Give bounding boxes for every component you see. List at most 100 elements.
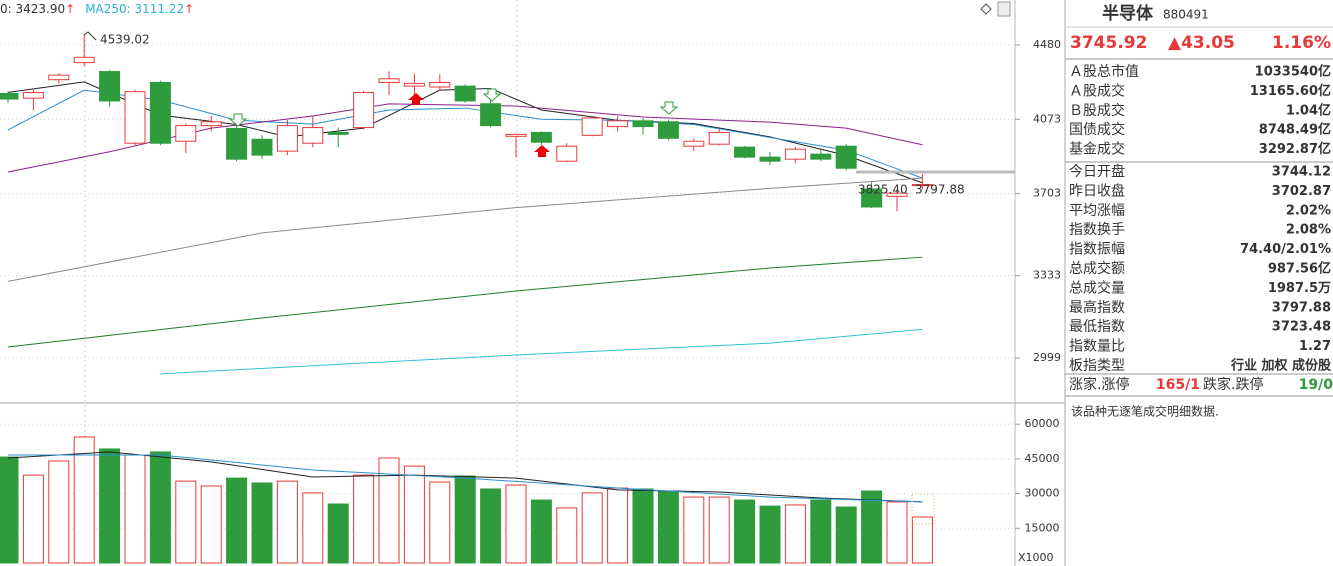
row-value: 3702.87 (1272, 184, 1331, 199)
volume-bar (657, 490, 679, 564)
volume-bar (200, 485, 222, 564)
y-tick-label: 45000 (1025, 452, 1060, 465)
annotation: 3797.88 (915, 183, 965, 197)
volume-bar (632, 488, 654, 564)
candle-body (835, 145, 857, 169)
volume-bar (683, 496, 705, 564)
axes: 2999 3333 3703 4073 4480 15000 30000 45000 60000 (1015, 38, 1061, 534)
signal-marker (482, 88, 502, 102)
change: ▲43.05 (1168, 33, 1235, 53)
row-value: 1.04亿 (1286, 102, 1331, 118)
breadth-value: 19/0 (1299, 377, 1333, 393)
annotation-pointer (83, 31, 97, 41)
volume-bar (73, 436, 95, 564)
volume-bar (403, 465, 425, 564)
volume-bar (530, 499, 552, 564)
volume-bar (759, 505, 781, 564)
candle-body (124, 91, 146, 144)
volume-bar (99, 448, 121, 564)
row-value: 8748.49亿 (1259, 122, 1331, 138)
y-tick-label: 3333 (1033, 269, 1061, 282)
legend-arrow: ↑ (65, 2, 75, 16)
volume-unit: X1000 (1018, 551, 1054, 564)
candle-body (480, 103, 502, 127)
volume-bar (226, 477, 248, 564)
candle-body (302, 127, 324, 144)
annotation: 3825.40 (858, 183, 908, 197)
volume-bar (0, 456, 19, 564)
row-label: 总成交额 (1069, 260, 1125, 277)
volume-bar (861, 490, 883, 564)
row-value: 2.02% (1286, 203, 1331, 218)
signal-marker (408, 93, 424, 105)
legend-text: MA250: 3111.22 (85, 2, 184, 16)
candle-body (327, 131, 349, 135)
volume-bar (835, 506, 857, 564)
ma-legend: 0: 3423.90↑ MA250: 3111.22↑ (0, 2, 194, 16)
row-label: 今日开盘 (1069, 163, 1125, 180)
volume-pane (0, 423, 1015, 564)
signal-marker (534, 145, 550, 157)
row-label: 国债成交 (1069, 121, 1125, 138)
candle-body (0, 92, 19, 100)
scroll-icon[interactable] (997, 1, 1011, 17)
volume-bar (734, 499, 756, 564)
candle-body (73, 56, 95, 64)
candle-body (556, 145, 578, 162)
candle-body (581, 117, 603, 136)
candle-body (632, 120, 654, 128)
moving-average (7, 177, 923, 282)
y-tick-label: 60000 (1025, 417, 1060, 430)
candle-body (429, 81, 451, 88)
row-value: 行业 加权 成份股 (1230, 358, 1331, 374)
volume-bar (607, 487, 629, 564)
candle-body (149, 81, 171, 144)
y-tick-label: 30000 (1025, 487, 1060, 500)
y-tick-label: 4073 (1033, 112, 1061, 125)
candle-body (530, 131, 552, 143)
y-tick-label: 15000 (1025, 521, 1060, 534)
volume-bar (276, 480, 298, 564)
signal-marker (228, 113, 248, 127)
candle-body (200, 121, 222, 127)
volume-bar (149, 451, 171, 564)
row-value: 987.56亿 (1268, 261, 1331, 277)
candle-body (784, 148, 806, 160)
volume-bar (327, 503, 349, 564)
volume-bar (480, 488, 502, 564)
annotation: 4539.02 (100, 33, 150, 47)
row-value: 3723.48 (1272, 320, 1331, 335)
candle-body (886, 192, 908, 197)
volume-bar (378, 457, 400, 564)
candle-body (378, 78, 400, 83)
row-value: 1987.5万 (1268, 281, 1331, 296)
tool-icon[interactable] (980, 3, 992, 15)
candle-body (810, 153, 832, 160)
row-label: 平均涨幅 (1069, 203, 1125, 219)
row-value: 1.27 (1299, 339, 1331, 354)
volume-bar (784, 504, 806, 564)
row-label: 最低指数 (1069, 319, 1125, 335)
candle-body (251, 138, 273, 156)
row-label: 最高指数 (1069, 299, 1125, 316)
candle-body (48, 74, 70, 81)
volume-average (8, 454, 923, 503)
volume-bar (505, 484, 527, 564)
candle-body (454, 85, 476, 102)
row-label: Ａ股成交 (1069, 82, 1125, 99)
volume-average (7, 451, 923, 503)
candle-body (861, 188, 883, 208)
row-value: 2.08% (1286, 223, 1331, 238)
volume-bar (175, 480, 197, 564)
candle-body (759, 156, 781, 162)
candle-body (734, 146, 756, 158)
legend-arrow: ↑ (184, 2, 194, 16)
change-pct: 1.16% (1272, 33, 1331, 53)
moving-average (7, 256, 923, 348)
candle-body (99, 71, 121, 102)
row-label: 基金成交 (1069, 141, 1125, 158)
price: 3745.92 (1070, 33, 1147, 53)
volume-bar (454, 475, 476, 564)
volume-bar (708, 496, 730, 564)
